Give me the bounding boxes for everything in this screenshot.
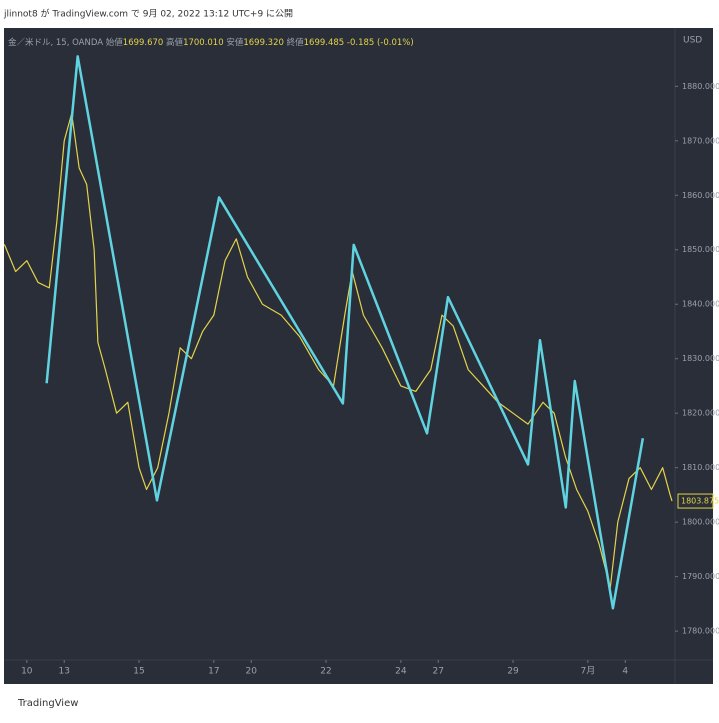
y-tick-label: 1840.000 — [682, 300, 719, 309]
y-tick-label: 1880.000 — [682, 82, 719, 91]
x-tick-label: 24 — [395, 667, 407, 677]
y-tick-label: 1810.000 — [682, 463, 719, 472]
x-tick-label: 15 — [133, 667, 144, 677]
legend-line: 金／米ドル, 15, OANDA 始値1699.670 高値1700.010 安… — [8, 37, 414, 48]
y-tick-label: 1790.000 — [682, 572, 719, 581]
footer-brand: TradingView — [17, 698, 78, 709]
x-tick-label: 20 — [246, 667, 258, 677]
legend-symbol: 金／米ドル, 15, OANDA — [8, 37, 103, 48]
x-tick-label: 10 — [21, 667, 33, 677]
currency-label: USD — [683, 36, 702, 46]
x-tick-label: 4 — [622, 667, 628, 677]
x-tick-label: 22 — [320, 667, 331, 677]
last-price-box — [677, 493, 714, 509]
legend-open-label: 始値 — [106, 37, 124, 48]
y-tick-label: 1870.000 — [682, 136, 719, 145]
legend-low: 1699.320 — [243, 38, 284, 48]
chart-panel — [4, 28, 713, 684]
zigzag-line — [45, 55, 645, 610]
published-line: jlinnot8 が TradingView.com で 9月 02, 2022… — [3, 8, 293, 20]
y-tick-label: 1780.000 — [682, 627, 719, 636]
x-tick-label: 29 — [507, 667, 519, 677]
legend-change: -0.185 (-0.01%) — [347, 38, 414, 48]
legend-high: 1700.010 — [183, 38, 224, 48]
y-tick-label: 1820.000 — [682, 409, 719, 418]
x-tick-label: 7月 — [580, 666, 595, 677]
price-line — [3, 112, 673, 589]
y-tick-label: 1850.000 — [682, 245, 719, 254]
x-tick-label: 17 — [208, 667, 219, 677]
legend-close-label: 終値 — [287, 37, 305, 48]
y-tick-label: 1830.000 — [682, 354, 719, 363]
legend-open: 1699.670 — [123, 38, 164, 48]
last-price-label: 1803.875 — [681, 497, 719, 506]
x-tick-label: 13 — [58, 667, 69, 677]
legend-close: 1699.485 — [304, 38, 345, 48]
legend-low-label: 安値 — [226, 37, 244, 48]
y-tick-label: 1800.000 — [682, 518, 719, 527]
x-tick-label: 27 — [433, 667, 444, 677]
y-tick-label: 1860.000 — [682, 191, 719, 200]
legend-high-label: 高値 — [166, 37, 184, 48]
